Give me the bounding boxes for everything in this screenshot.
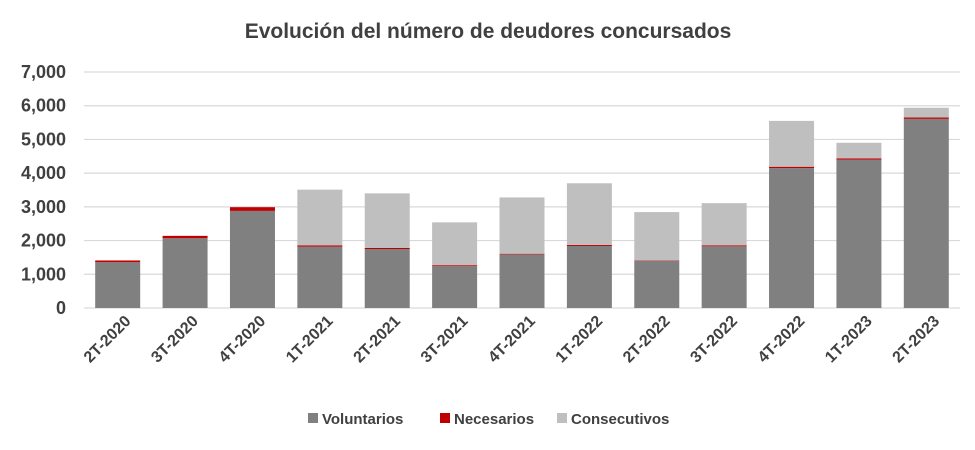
legend-label-consecutivos: Consecutivos [571,411,669,428]
bar-necesarios-2T-2022 [634,260,680,261]
bar-voluntarios-1T-2021 [297,246,343,308]
bar-voluntarios-1T-2022 [566,245,612,308]
bar-voluntarios-2T-2022 [634,260,680,308]
bar-necesarios-4T-2020 [229,207,275,211]
bar-necesarios-2T-2021 [364,247,410,249]
bar-consecutivos-2T-2021 [364,193,410,248]
legend-swatch-voluntarios [308,413,318,423]
bar-voluntarios-4T-2020 [229,210,275,308]
x-tick-label: 2T-2022 [620,313,674,367]
bar-necesarios-3T-2020 [162,235,208,239]
bar-consecutivos-1T-2023 [836,142,882,159]
x-tick-label: 3T-2021 [418,313,472,367]
bar-necesarios-1T-2022 [566,244,612,246]
bar-consecutivos-2T-2022 [634,212,680,261]
bar-consecutivos-4T-2021 [499,197,545,254]
bar-necesarios-1T-2023 [836,158,882,160]
bar-voluntarios-2T-2021 [364,249,410,308]
x-tick-label: 1T-2022 [553,313,607,367]
bar-necesarios-2T-2023 [903,117,949,119]
x-tick-label: 1T-2021 [283,313,337,367]
bar-voluntarios-2T-2020 [95,262,141,308]
y-tick-label: 2,000 [21,231,66,251]
bar-voluntarios-3T-2021 [432,266,478,308]
bar-voluntarios-2T-2023 [903,118,949,308]
bar-necesarios-2T-2020 [95,260,141,263]
y-tick-label: 5,000 [21,129,66,149]
bar-voluntarios-4T-2022 [769,168,815,308]
bar-consecutivos-4T-2022 [769,120,815,167]
x-tick-label: 3T-2020 [148,313,202,367]
x-tick-label: 2T-2023 [890,313,944,367]
y-tick-label: 4,000 [21,163,66,183]
x-tick-label: 2T-2021 [351,313,405,367]
y-tick-label: 0 [56,298,66,318]
legend-swatch-consecutivos [557,413,567,423]
x-tick-label: 1T-2023 [822,313,876,367]
chart-title: Evolución del número de deudores concurs… [245,20,732,43]
x-tick-label: 4T-2020 [216,313,270,367]
x-tick-label: 2T-2020 [81,313,135,367]
bar-voluntarios-3T-2022 [701,246,747,308]
legend-label-voluntarios: Voluntarios [322,411,403,428]
x-tick-label: 3T-2022 [687,313,741,367]
y-tick-label: 1,000 [21,264,66,284]
bar-consecutivos-1T-2022 [566,183,612,245]
bar-consecutivos-3T-2021 [432,222,478,266]
bar-consecutivos-1T-2021 [297,189,343,246]
legend-label-necesarios: Necesarios [454,411,534,428]
bar-necesarios-4T-2022 [769,166,815,169]
y-tick-label: 6,000 [21,96,66,116]
bar-necesarios-3T-2022 [701,245,747,247]
x-tick-label: 4T-2021 [485,313,539,367]
bar-consecutivos-3T-2022 [701,203,747,246]
bar-voluntarios-3T-2020 [162,238,208,308]
bar-voluntarios-1T-2023 [836,159,882,308]
bar-necesarios-3T-2021 [432,265,478,267]
y-tick-label: 3,000 [21,197,66,217]
y-tick-label: 7,000 [21,62,66,82]
bar-necesarios-4T-2021 [499,253,545,255]
bar-consecutivos-2T-2023 [903,107,949,118]
bar-voluntarios-4T-2021 [499,254,545,308]
legend-swatch-necesarios [440,413,450,423]
bar-necesarios-1T-2021 [297,245,343,247]
x-tick-label: 4T-2022 [755,313,809,367]
